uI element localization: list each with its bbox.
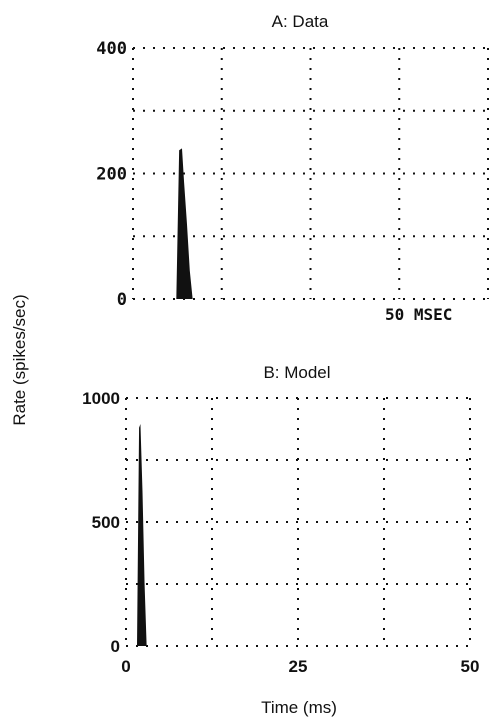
y-axis-label: Rate (spikes/sec) xyxy=(10,294,29,425)
y-tick-label: 400 xyxy=(96,39,127,59)
panel-b-x-ticks: 0 25 50 xyxy=(121,657,479,676)
panel-b-grid xyxy=(125,397,471,647)
x-tick-label: 50 xyxy=(461,657,480,676)
panel-b-model-rate xyxy=(137,424,147,646)
y-tick-label: 1000 xyxy=(82,389,120,408)
x-tick-label: 0 xyxy=(121,657,130,676)
panel-b-title: B: Model xyxy=(263,363,330,382)
panel-b-y-ticks: 1000 500 0 xyxy=(82,389,120,656)
panel-a-y-ticks: 400 200 0 xyxy=(96,39,127,310)
y-tick-label: 500 xyxy=(92,513,120,532)
panel-a-spike-histogram xyxy=(176,148,193,299)
y-tick-label: 0 xyxy=(117,290,127,310)
x-tick-label: 25 xyxy=(289,657,308,676)
panel-a-grid xyxy=(132,47,489,300)
x-axis-label: Time (ms) xyxy=(261,698,337,717)
y-tick-label: 200 xyxy=(96,165,127,185)
panel-a: A: Data 400 200 0 50 MSEC xyxy=(96,12,489,324)
panel-b: B: Model 1000 500 0 0 25 50 xyxy=(82,363,479,676)
panel-a-time-scale-note: 50 MSEC xyxy=(385,305,452,324)
panel-a-title: A: Data xyxy=(272,12,329,31)
y-tick-label: 0 xyxy=(111,637,120,656)
